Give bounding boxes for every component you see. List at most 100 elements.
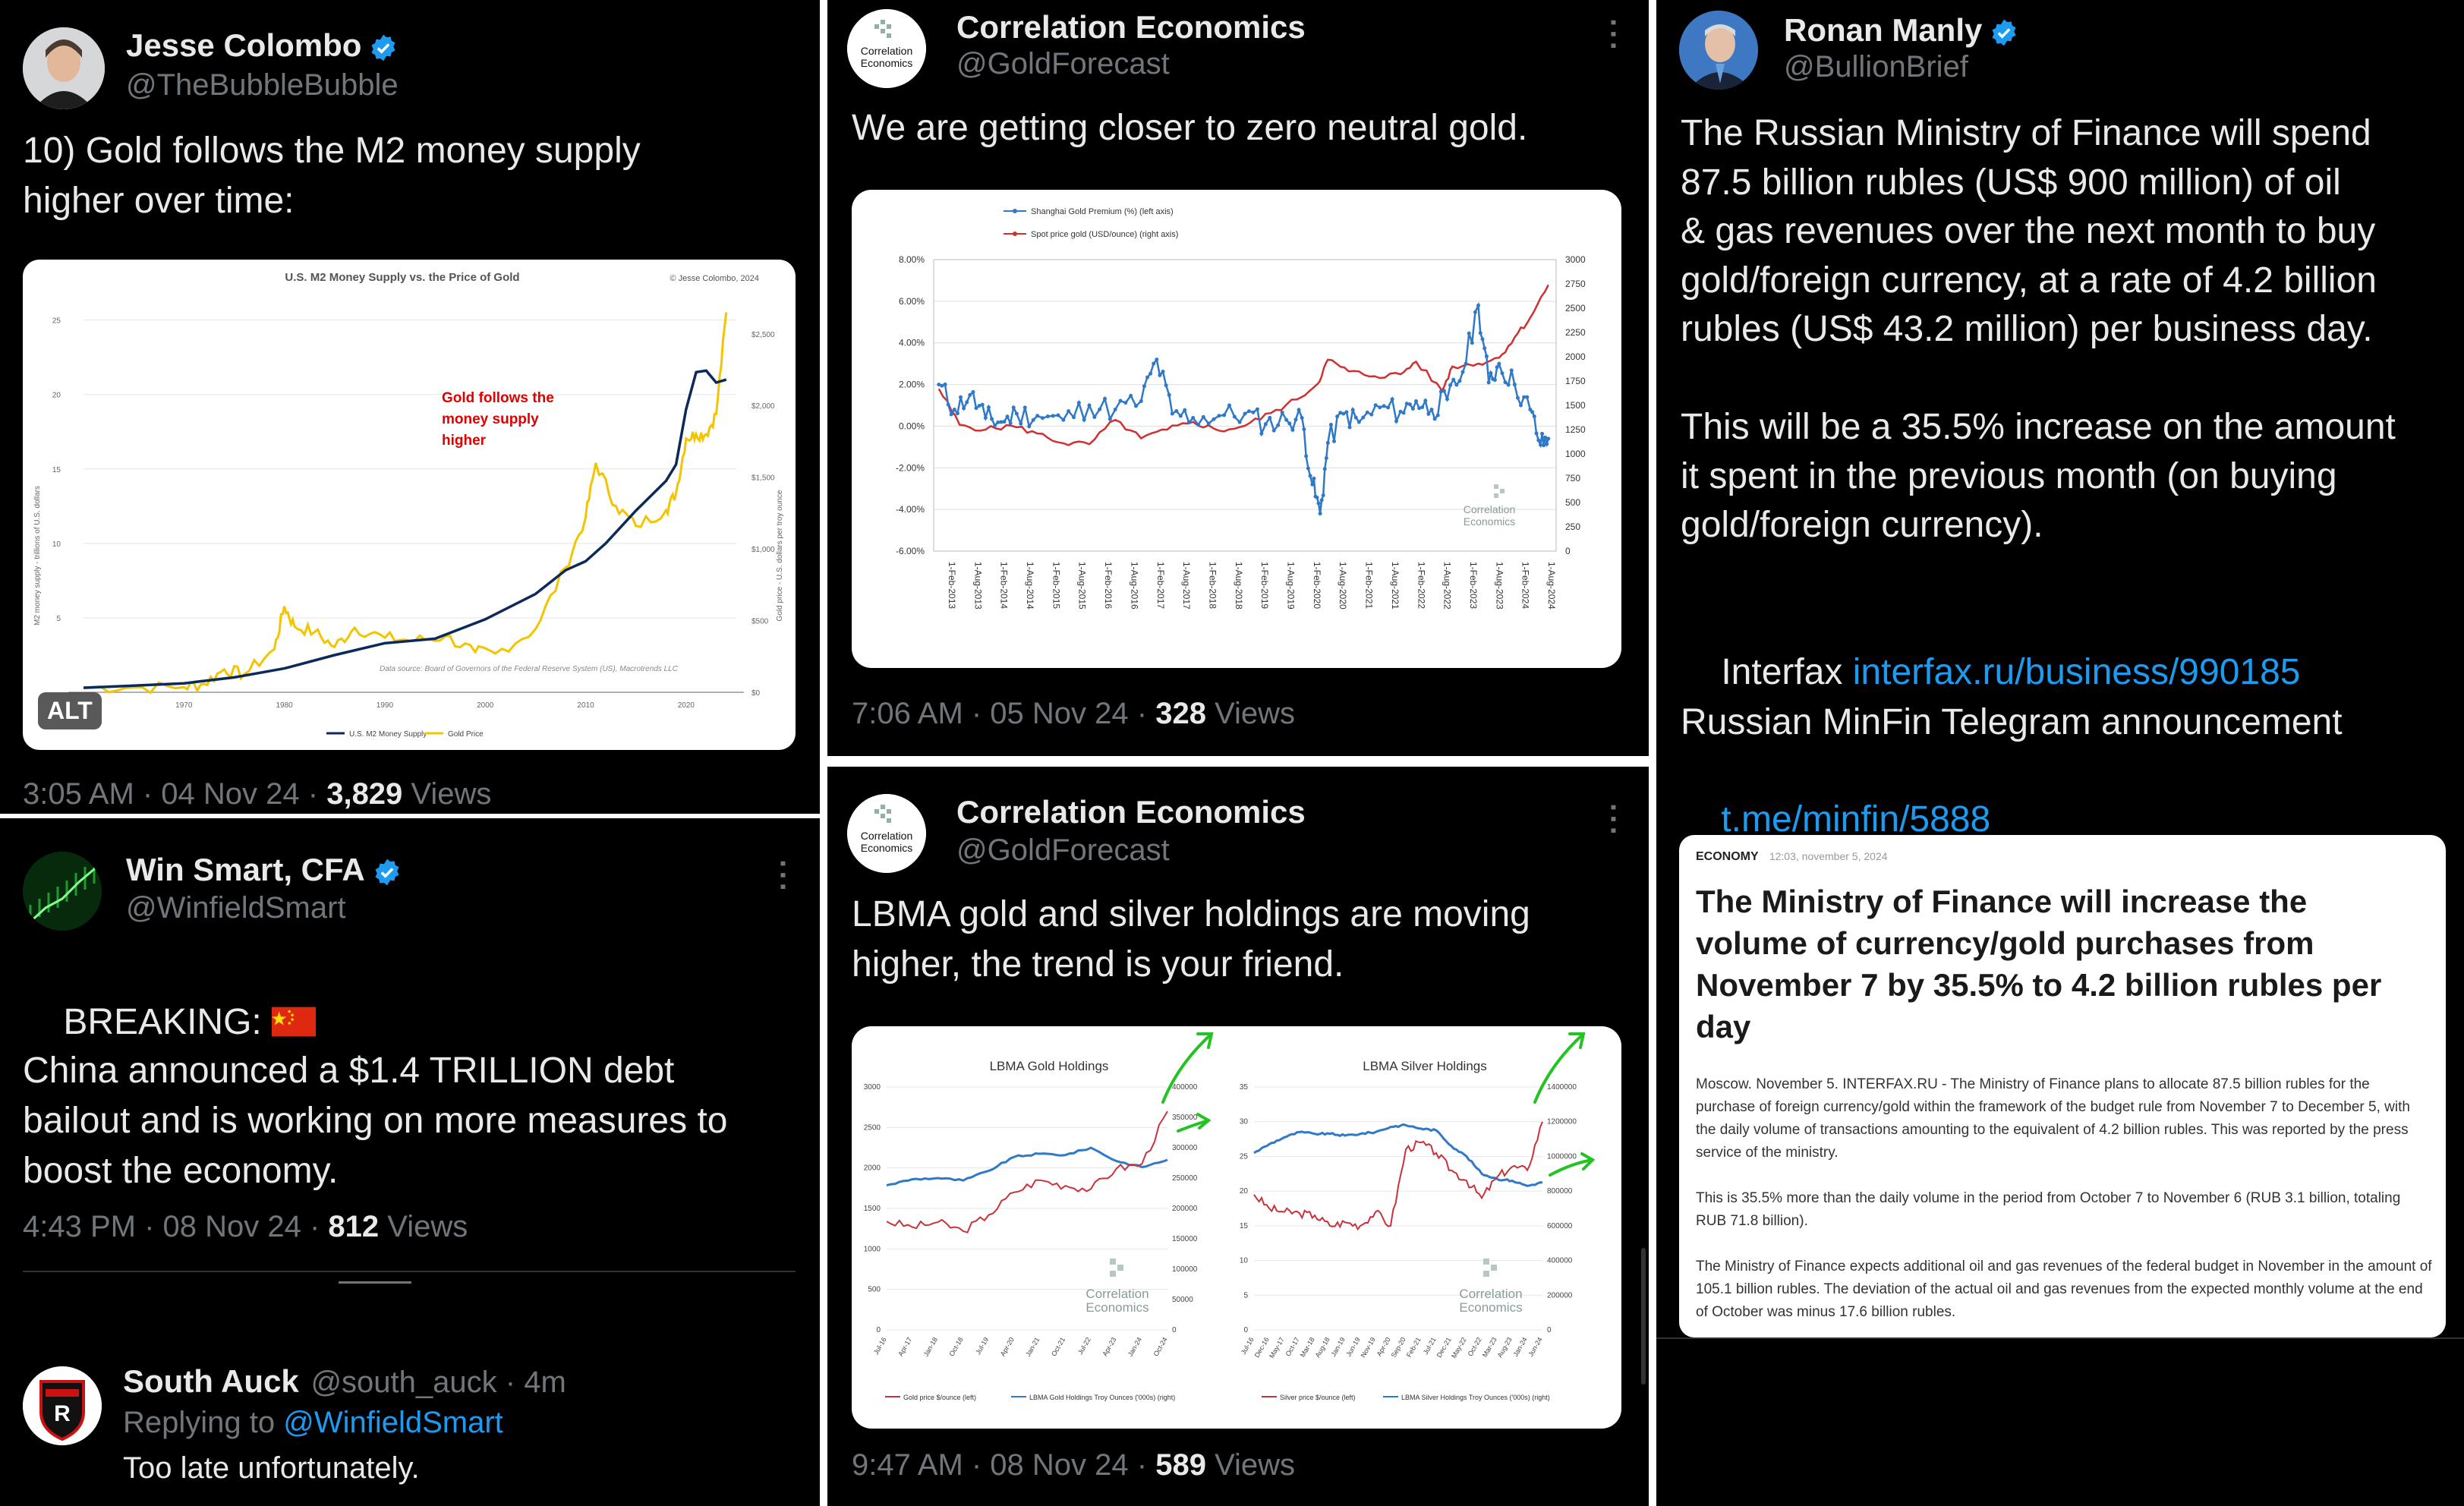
data-point: [1350, 408, 1355, 412]
data-point: [1460, 370, 1465, 374]
handle[interactable]: @BullionBrief: [1784, 50, 1968, 83]
more-options-icon[interactable]: ···: [766, 859, 799, 894]
data-point: [1528, 407, 1533, 411]
display-name[interactable]: Correlation Economics: [956, 9, 1306, 45]
data-point: [1482, 346, 1487, 351]
data-point: [1338, 411, 1343, 415]
y-tick-label-right: 2000: [1565, 351, 1586, 362]
data-point: [1365, 410, 1369, 414]
x-tick-label: Oct-18: [947, 1336, 964, 1357]
panel-bottom-border: [1656, 1337, 2464, 1339]
data-point: [1061, 417, 1066, 422]
separator: [23, 1271, 796, 1272]
x-tick-label: Feb-21: [1405, 1336, 1423, 1359]
data-point: [1243, 411, 1247, 416]
avatar[interactable]: [1679, 11, 1758, 90]
data-point: [1404, 402, 1409, 406]
more-options-icon[interactable]: ···: [1596, 18, 1630, 53]
reply-avatar[interactable]: R: [23, 1366, 102, 1445]
data-point: [1480, 337, 1485, 342]
y-ticks-right: 400000 350000 300000 250000 200000 150000 1000…: [1172, 1083, 1198, 1334]
data-point: [1328, 423, 1333, 427]
avatar[interactable]: [23, 27, 105, 109]
data-point: [1335, 414, 1340, 419]
svg-text:Spot price gold (USD/ounce) (r: Spot price gold (USD/ounce) (right axis): [1031, 230, 1178, 239]
y-tick-label-right: 300000: [1172, 1144, 1198, 1152]
y-tick-label: -6.00%: [896, 546, 925, 556]
avatar[interactable]: [23, 852, 102, 931]
data-point: [1448, 383, 1453, 387]
interfax-link[interactable]: interfax.ru/business/990185: [1852, 652, 2301, 692]
display-name[interactable]: Win Smart, CFA: [126, 852, 402, 888]
tweet-image-m2-chart[interactable]: U.S. M2 Money Supply vs. the Price of Go…: [23, 260, 796, 750]
y-tick-label-right: $1,000: [751, 546, 775, 554]
handle[interactable]: @GoldForecast: [956, 47, 1170, 80]
data-point: [1417, 406, 1422, 411]
handle[interactable]: @GoldForecast: [956, 833, 1170, 867]
handle[interactable]: @WinfieldSmart: [126, 891, 346, 925]
x-tick-label: Oct-21: [1050, 1336, 1067, 1357]
data-point: [1489, 370, 1493, 375]
x-tick-label: 1-Aug-2013: [972, 562, 983, 610]
data-point: [1056, 413, 1060, 417]
data-point: [974, 406, 978, 411]
avatar[interactable]: Correlation Economics: [847, 794, 926, 873]
alt-badge[interactable]: ALT: [38, 692, 102, 729]
tweet-meta: 7:06 AM · 05 Nov 24 · 328 Views: [852, 697, 1296, 730]
handle[interactable]: @TheBubbleBubble: [126, 68, 399, 102]
x-tick-label: Apr-17: [896, 1336, 913, 1357]
data-point: [1237, 420, 1242, 424]
x-ticks: 1970 1980 1990 2000 2010 2020: [175, 701, 695, 710]
data-point: [1217, 414, 1221, 418]
tweet-correlation-economics-2[interactable]: Correlation Economics Correlation Econom…: [827, 767, 1649, 1506]
views-count: 812: [328, 1210, 380, 1243]
data-point: [1543, 435, 1548, 440]
tweet-correlation-economics-1[interactable]: Correlation Economics Correlation Econom…: [827, 0, 1649, 756]
tweet-meta: 4:43 PM · 08 Nov 24 · 812 Views: [23, 1210, 468, 1243]
tweet-image-lbma-charts[interactable]: LBMA Gold Holdings 3000 2500 2000 1500 1000 5…: [852, 1026, 1621, 1429]
reply-handle[interactable]: @south_auck · 4m: [310, 1366, 566, 1399]
data-point: [1316, 501, 1321, 506]
display-name[interactable]: Correlation Economics: [956, 794, 1306, 830]
display-name[interactable]: Jesse Colombo: [126, 27, 398, 64]
data-point: [1542, 443, 1546, 448]
watermark: Correlation Economics: [1459, 1259, 1523, 1315]
replying-to-link[interactable]: @WinfieldSmart: [283, 1406, 503, 1439]
y-tick-label-right: 200000: [1547, 1291, 1573, 1300]
data-point: [1361, 415, 1366, 420]
tweet-win-smart[interactable]: Win Smart, CFA @WinfieldSmart ··· BREAKI…: [0, 818, 820, 1506]
more-options-icon[interactable]: ···: [1596, 803, 1630, 838]
display-name[interactable]: Ronan Manly: [1784, 12, 2018, 49]
avatar-photo: [1679, 11, 1758, 90]
data-point: [1164, 383, 1168, 388]
avatar[interactable]: Correlation Economics: [847, 9, 926, 88]
data-point: [1178, 414, 1183, 418]
y-tick-label-right: 800000: [1547, 1187, 1573, 1196]
data-point: [1271, 428, 1276, 433]
data-point: [1546, 436, 1551, 441]
scrollbar-thumb[interactable]: [1641, 1248, 1646, 1385]
data-point: [1429, 407, 1434, 411]
article-card[interactable]: ECONOMY 12:03, november 5, 2024 The Mini…: [1679, 835, 2446, 1337]
data-point: [1005, 414, 1010, 419]
tweet-jesse-colombo[interactable]: Jesse Colombo @TheBubbleBubble 10) Gold …: [0, 0, 817, 812]
data-point: [1454, 383, 1459, 387]
series-line-spot-gold: [937, 284, 1549, 446]
data-point: [1318, 512, 1322, 516]
data-point: [1268, 415, 1272, 420]
y-tick-label: 25: [1240, 1152, 1249, 1161]
data-point: [1255, 407, 1259, 411]
data-point: [1293, 417, 1298, 422]
reply-display-name[interactable]: South Auck @south_auck · 4m: [123, 1363, 566, 1399]
series-line-m2: [83, 369, 727, 689]
telegram-link[interactable]: t.me/minfin/5888: [1721, 799, 1991, 840]
y-tick-label: -4.00%: [896, 504, 925, 515]
tweet-meta: 3:05 AM · 04 Nov 24 · 3,829 Views: [23, 777, 492, 811]
tweet-ronan-manly[interactable]: Ronan Manly @BullionBrief The Russian Mi…: [1656, 0, 2464, 1506]
tweet-image-shanghai-chart[interactable]: Shanghai Gold Premium (%) (left axis) Sp…: [852, 190, 1621, 668]
data-point: [1312, 476, 1316, 480]
y-ticks-right: 1400000 1200000 1000000 800000 600000 400000 2…: [1547, 1083, 1577, 1334]
data-point: [1251, 410, 1256, 414]
data-point: [1369, 412, 1374, 417]
y-tick-label: 5: [56, 615, 61, 623]
